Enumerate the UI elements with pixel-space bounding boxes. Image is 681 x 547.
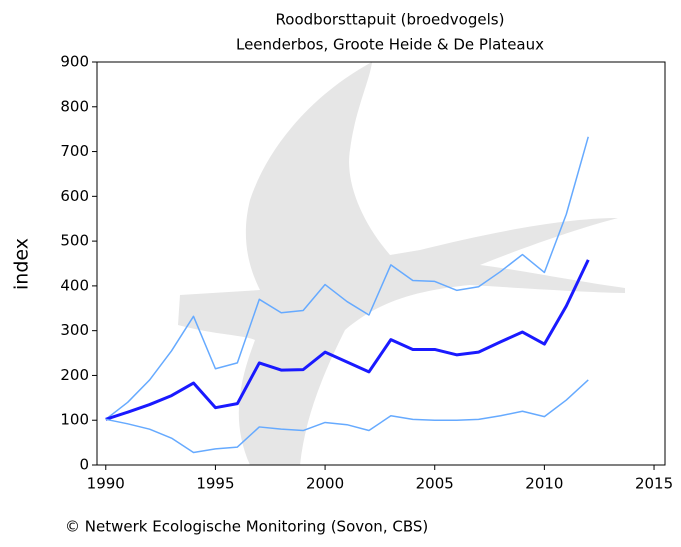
chart-title: Roodborsttapuit (broedvogels) [276, 11, 505, 29]
series-line [105, 136, 589, 420]
y-tick-label: 0 [79, 456, 89, 474]
y-tick-label: 900 [60, 53, 89, 71]
x-tick-label: 2000 [306, 475, 344, 493]
plot-frame [96, 61, 666, 466]
x-tick-label: 2015 [635, 475, 673, 493]
y-tick-label: 600 [60, 187, 89, 205]
footer: © Netwerk Ecologische Monitoring (Sovon,… [65, 518, 428, 536]
x-tick-label: 1990 [87, 475, 125, 493]
chart-subtitle: Leenderbos, Groote Heide & De Plateaux [236, 36, 544, 54]
y-tick-label: 300 [60, 321, 89, 339]
y-axis-label: index [11, 238, 33, 290]
x-tick-label: 2010 [525, 475, 563, 493]
x-tick-label: 1995 [196, 475, 234, 493]
y-tick-label: 400 [60, 276, 89, 294]
y-tick-label: 500 [60, 232, 89, 250]
y-tick-label: 800 [60, 97, 89, 115]
y-tick-label: 700 [60, 142, 89, 160]
y-tick-label: 200 [60, 366, 89, 384]
series-line [105, 259, 590, 421]
series-line [105, 379, 589, 454]
y-tick-label: 100 [60, 411, 89, 429]
x-tick-label: 2005 [416, 475, 454, 493]
watermark-bird [178, 62, 625, 465]
